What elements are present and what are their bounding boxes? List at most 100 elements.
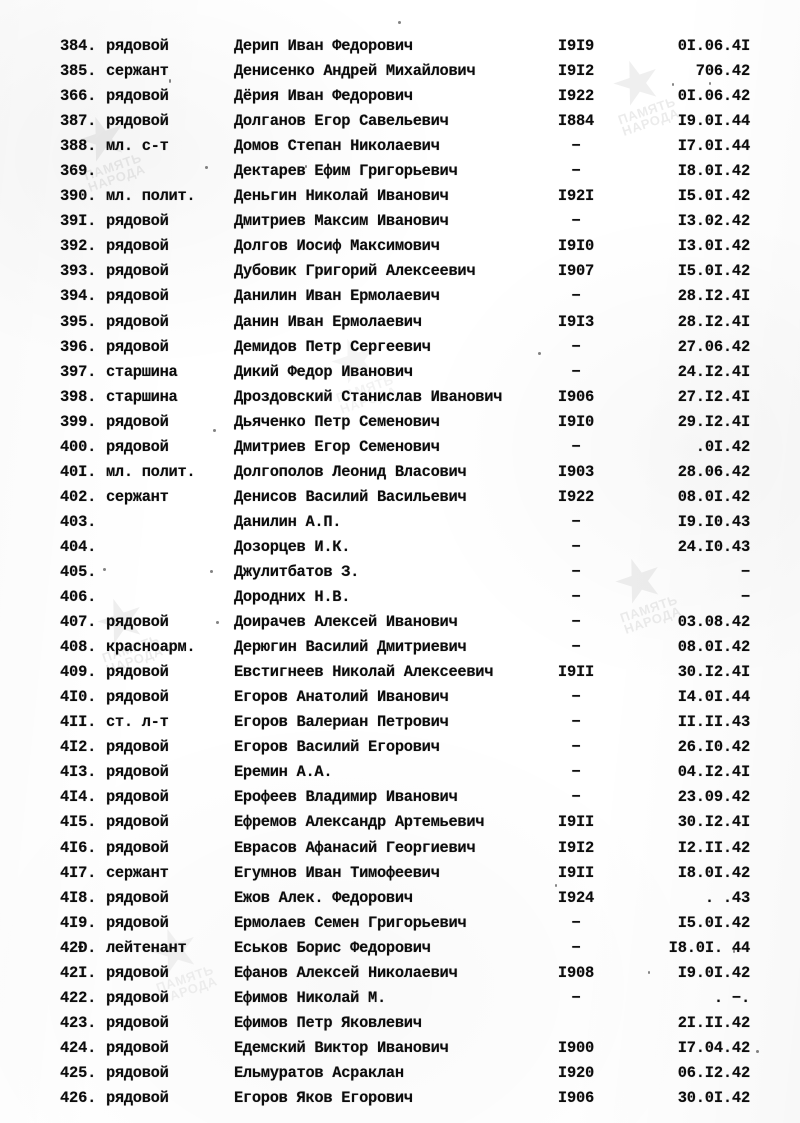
cell-rank: рядовой [106, 287, 169, 306]
table-row: 400. рядовой Дмитриев Егор Семенович − .0I.4… [60, 435, 750, 460]
cell-year: − [571, 788, 581, 807]
cell-name: Ефремов Александр Артемьевич [234, 813, 485, 832]
cell-name: Дёрия Иван Федорович [234, 87, 413, 106]
table-row: 385. сержант Денисенко Андрей Михайлович I9… [60, 59, 750, 84]
table-row: 397. старшина Дикий Федор Иванович − 24.I2.4… [60, 360, 750, 385]
cell-name: Ежов Алек. Федорович [234, 888, 413, 907]
cell-year: I9II [557, 813, 595, 832]
table-row: 366. рядовой Дёрия Иван Федорович I922 0I.06… [60, 84, 750, 109]
cell-name: Евстигнеев Николай Алексеевич [234, 663, 494, 682]
cell-date: I3.0I.42 [677, 237, 750, 256]
cell-num: 400. [60, 437, 97, 456]
cell-num: 408. [60, 638, 97, 657]
cell-name: Долгополов Леонид Власович [234, 462, 467, 481]
table-row: 4I7. сержант Егумнов Иван Тимофеевич I9II I8… [60, 861, 750, 886]
cell-date: . −. [713, 988, 750, 1007]
cell-date: I8.0I. 44 [668, 938, 751, 957]
cell-year: I9I9 [557, 37, 595, 55]
cell-year: − [571, 988, 581, 1007]
cell-date: I9.0I.44 [677, 112, 750, 131]
cell-name: Долгов Иосиф Максимович [234, 237, 440, 256]
table-row: 4I4. рядовой Ерофеев Владимир Иванович − 23.… [60, 785, 750, 810]
table-row: 42I. рядовой Ефанов Алексей Николаевич I908… [60, 961, 750, 986]
cell-year: I907 [557, 262, 595, 281]
table-row: 422. рядовой Ефимов Николай М. − . −. [60, 986, 750, 1011]
cell-date: I8.0I.42 [677, 863, 750, 882]
cell-num: 40I. [60, 462, 97, 481]
cell-name: Ельмуратов Асраклан [234, 1063, 404, 1082]
cell-num: 394. [60, 287, 97, 306]
table-row: 426. рядовой Егоров Яков Егорович I906 30.0I… [60, 1086, 750, 1111]
table-row: 4I0. рядовой Егоров Анатолий Иванович − I4.0… [60, 685, 750, 710]
roster-table: 384. рядовой Дерип Иван Федорович I9I9 0I.06… [60, 34, 750, 1111]
cell-date: I7.04.42 [677, 1038, 750, 1057]
cell-year: − [571, 337, 581, 356]
cell-num: 399. [60, 412, 97, 431]
cell-name: Деньгин Николай Иванович [234, 187, 449, 206]
cell-date: 24.I2.4I [677, 362, 750, 381]
cell-year: I922 [557, 487, 595, 506]
cell-date: 08.0I.42 [677, 487, 750, 506]
cell-name: Дмитриев Егор Семенович [234, 437, 440, 456]
cell-rank [106, 159, 234, 184]
table-row: 403. Данилин А.П. − I9.I0.43 [60, 510, 750, 535]
cell-num: 4I5. [60, 813, 97, 832]
cell-date: .0I.42 [695, 437, 750, 456]
cell-name: Данилин А.П. [234, 512, 342, 531]
cell-date: 30.0I.42 [677, 1088, 750, 1107]
table-row: 393. рядовой Дубовик Григорий Алексеевич I9… [60, 259, 750, 284]
cell-num: 42I. [60, 963, 97, 982]
cell-rank: рядовой [106, 87, 169, 106]
cell-date: 06.I2.42 [677, 1063, 750, 1082]
cell-date: I7.0I.44 [677, 137, 750, 156]
cell-date: 03.08.42 [677, 613, 750, 632]
cell-num: 398. [60, 387, 97, 406]
table-row: 398. старшина Дроздовский Станислав Иванов… [60, 385, 750, 410]
cell-date: I8.0I.42 [677, 162, 750, 181]
cell-rank: рядовой [106, 1038, 169, 1057]
cell-rank: рядовой [106, 838, 169, 857]
cell-name: Егоров Василий Егорович [234, 738, 440, 757]
cell-num: 426. [60, 1088, 97, 1107]
cell-rank: рядовой [106, 412, 169, 431]
table-row: 405. Джулитбатов З. − − [60, 560, 750, 585]
cell-year: − [571, 763, 581, 782]
cell-year: I906 [557, 1088, 595, 1107]
cell-year [530, 1011, 622, 1036]
table-row: 4I2. рядовой Егоров Василий Егорович − 26.I0… [60, 735, 750, 760]
cell-date: 24.I0.43 [677, 537, 750, 556]
cell-year: I9I0 [557, 412, 595, 431]
table-row: 407. рядовой Доирачев Алексей Иванович − 03.… [60, 610, 750, 635]
cell-date: 30.I2.4I [677, 813, 750, 832]
cell-num: 4I4. [60, 788, 97, 807]
cell-rank: сержант [106, 487, 169, 506]
cell-year: I922 [557, 87, 595, 106]
cell-name: Ефимов Петр Яковлевич [234, 1013, 422, 1032]
cell-rank: рядовой [106, 688, 169, 707]
cell-name: Долганов Егор Савельевич [234, 112, 449, 131]
cell-year: − [571, 287, 581, 306]
cell-num: 403. [60, 512, 97, 531]
cell-num: 388. [60, 137, 97, 156]
cell-year: − [571, 613, 581, 632]
cell-year: − [571, 688, 581, 707]
cell-year: − [571, 738, 581, 757]
cell-num: 4I8. [60, 888, 97, 907]
cell-name: Дубовик Григорий Алексеевич [234, 262, 476, 281]
cell-rank: рядовой [106, 1088, 169, 1107]
cell-date: I4.0I.44 [677, 688, 750, 707]
cell-date: I5.0I.42 [677, 913, 750, 932]
cell-num: 387. [60, 112, 97, 131]
cell-year: − [571, 212, 581, 231]
cell-name: Едемский Виктор Иванович [234, 1038, 449, 1057]
cell-num: 395. [60, 312, 97, 331]
cell-year: − [571, 437, 581, 456]
cell-rank [106, 585, 234, 610]
table-row: 423. рядовой Ефимов Петр Яковлевич 2I.II.42 [60, 1011, 750, 1036]
cell-year: I924 [557, 888, 595, 907]
cell-num: 405. [60, 562, 97, 581]
cell-name: Еремин А.А. [234, 763, 333, 782]
cell-rank [106, 535, 234, 560]
cell-name: Дородних Н.В. [234, 588, 351, 607]
cell-name: Джулитбатов З. [234, 562, 360, 581]
